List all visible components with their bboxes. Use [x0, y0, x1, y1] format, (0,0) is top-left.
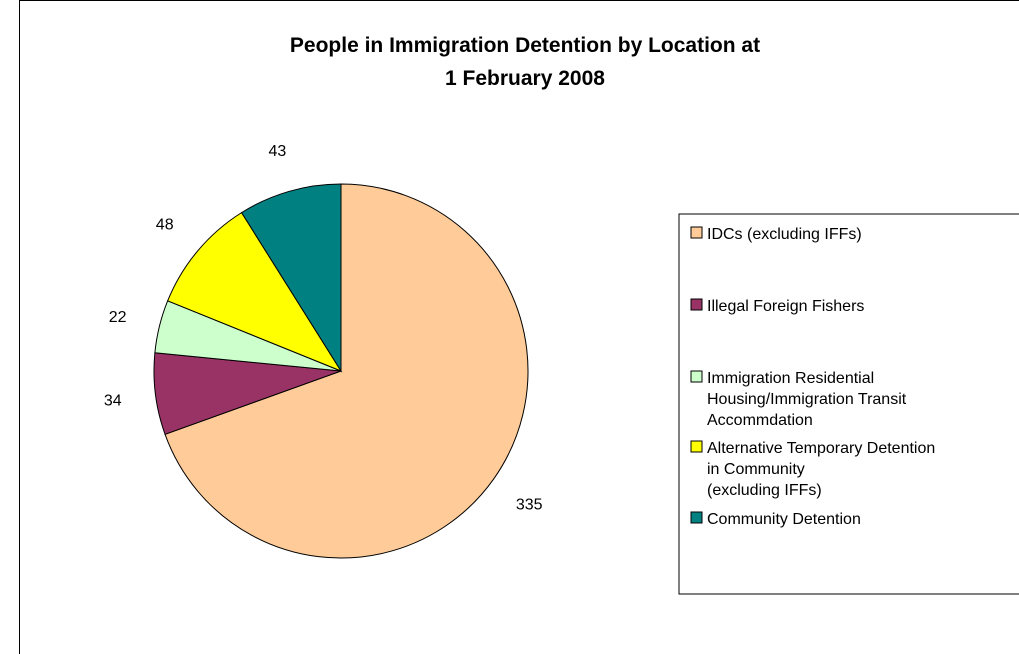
pie-slices	[153, 183, 529, 559]
legend-label-alternative-temporary-detention: (excluding IFFs)	[707, 482, 822, 499]
data-labels: 335 34 22 48 43	[104, 143, 543, 513]
legend-label-residential-housing: Accommdation	[707, 412, 813, 429]
legend-swatch-residential-housing	[690, 370, 703, 383]
legend-label-residential-housing: Housing/Immigration Transit	[707, 391, 907, 408]
data-label-community-detention: 43	[268, 143, 286, 160]
legend-box	[678, 213, 1019, 595]
legend-label-alternative-temporary-detention: in Community	[707, 461, 805, 478]
data-label-alternative-temporary-detention: 48	[156, 216, 174, 233]
legend-label-idcs: IDCs (excluding IFFs)	[707, 226, 862, 243]
legend-swatch-alternative-temporary-detention	[690, 440, 703, 453]
data-label-residential-housing: 22	[109, 309, 127, 326]
pie-slice-community-detention	[240, 183, 342, 373]
legend-label-residential-housing: Immigration Residential	[707, 370, 874, 387]
legend-item-community-detention: Community Detention	[690, 511, 861, 528]
legend-label-alternative-temporary-detention: Alternative Temporary Detention	[707, 440, 935, 457]
legend-label-community-detention: Community Detention	[707, 511, 861, 528]
legend-swatch-community-detention	[690, 511, 703, 524]
chart-title-line-2: 1 February 2008	[445, 67, 605, 90]
chart-title-line-1: People in Immigration Detention by Locat…	[290, 34, 760, 57]
pie-slice-idcs	[164, 183, 529, 559]
legend-item-residential-housing: Immigration Residential Housing/Immigrati…	[690, 370, 907, 429]
legend: IDCs (excluding IFFs) Illegal Foreign Fis…	[690, 226, 935, 528]
legend-label-illegal-foreign-fishers: Illegal Foreign Fishers	[707, 298, 864, 315]
legend-item-alternative-temporary-detention: Alternative Temporary Detention in Commun…	[690, 440, 935, 499]
pie-slice-alternative-temporary-detention	[167, 211, 343, 373]
legend-swatch-illegal-foreign-fishers	[690, 298, 703, 311]
data-label-illegal-foreign-fishers: 34	[104, 392, 122, 409]
legend-item-idcs: IDCs (excluding IFFs)	[690, 226, 862, 243]
data-label-idcs: 335	[516, 496, 543, 513]
legend-swatch-idcs	[690, 226, 703, 239]
legend-item-illegal-foreign-fishers: Illegal Foreign Fishers	[690, 298, 864, 315]
